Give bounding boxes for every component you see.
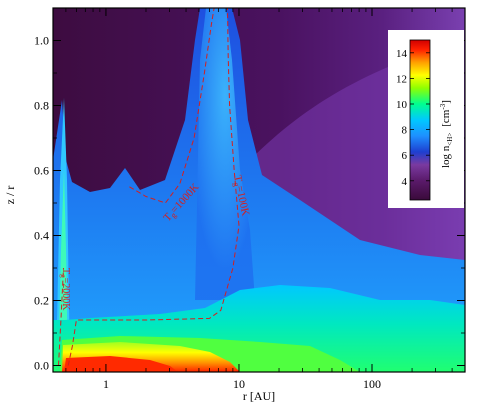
colorbar-tick-label-0: 4	[402, 176, 408, 188]
temperature-contours	[58, 8, 240, 366]
envelope-region	[53, 8, 465, 372]
plot-frame	[52, 7, 466, 373]
y-tick-label-5: 1.0	[34, 34, 49, 48]
midplane-core	[64, 356, 178, 372]
colorbar-gradient	[409, 39, 431, 201]
x-tick-label-0: 1	[103, 377, 109, 391]
colorbar-label: log n<H>[cm-3]	[439, 100, 454, 168]
colorbar-tick-label-5: 14	[396, 48, 408, 60]
axes: 1 10 100 0.0 0.2 0.4 0.6 0.8 1.0	[34, 7, 466, 391]
contour-line-1	[129, 8, 215, 204]
puffed-region	[195, 8, 255, 300]
colorbar-tick-label-4: 12	[396, 73, 407, 85]
colorbar-tick-label-2: 8	[402, 125, 408, 137]
colorbar-ticks: 4 6 8 10 12 14	[396, 48, 430, 188]
contour-line-0	[67, 8, 240, 366]
x-tick-label-2: 100	[363, 377, 381, 391]
y-axis-label: z / r	[3, 186, 17, 205]
y-tick-label-3: 0.6	[34, 164, 49, 178]
colorbar-tick-label-3: 10	[396, 99, 408, 111]
x-tick-label-1: 10	[233, 377, 245, 391]
colorbar: 4 6 8 10 12 14 log n<H>[cm-3]	[388, 30, 464, 208]
contour-label-2000k: Tg=2000K	[59, 268, 71, 311]
y-tick-label-4: 0.8	[34, 99, 49, 113]
colorbar-tick-label-1: 6	[402, 150, 408, 162]
contour-line-2	[58, 267, 64, 366]
y-tick-label-0: 0.0	[34, 359, 49, 373]
y-tick-label-1: 0.2	[34, 294, 49, 308]
x-axis-label: r [AU]	[243, 389, 275, 403]
y-tick-label-2: 0.4	[34, 229, 49, 243]
